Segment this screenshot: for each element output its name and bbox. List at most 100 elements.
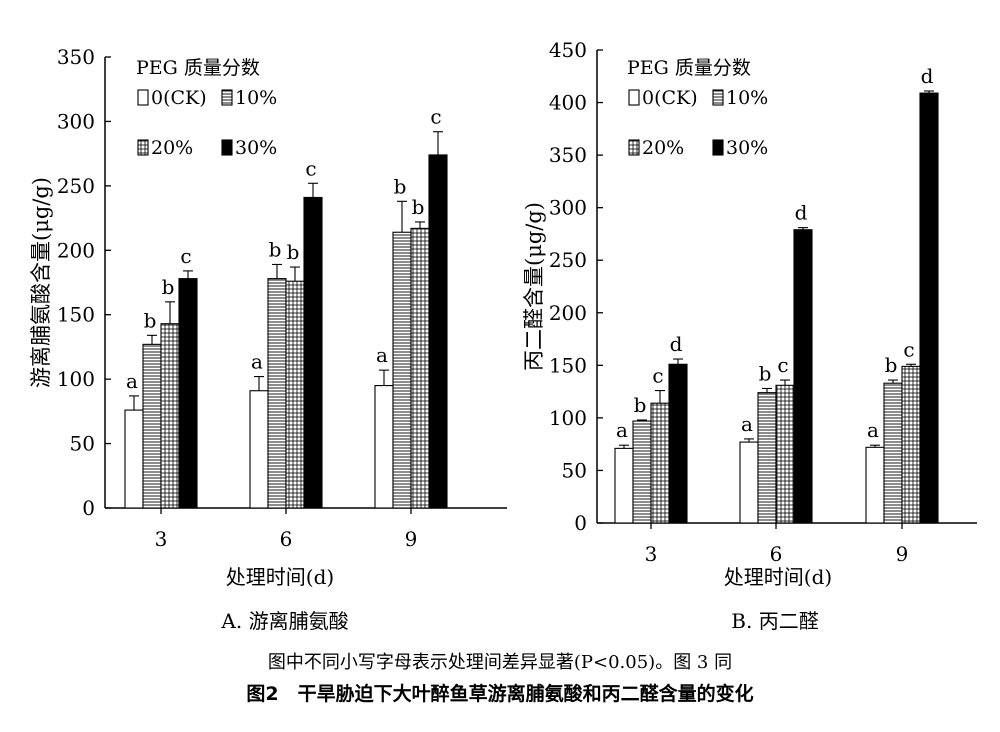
- panel-b-legend-swatch: [628, 89, 640, 106]
- panel-a-bar: [267, 278, 287, 509]
- panel-b-bar: [632, 420, 652, 524]
- panel-a-bar: [410, 227, 430, 509]
- figure-note: 图中不同小写字母表示处理间差异显著(P<0.05)。图 3 同: [267, 652, 733, 673]
- panel-a-x-tick-label: 6: [280, 527, 293, 551]
- panel-b-x-tick-label: 9: [896, 542, 909, 566]
- panel-b-legend-label: 0(CK): [642, 87, 698, 109]
- panel-a-legend-swatch: [137, 139, 149, 156]
- panel-b-legend-swatch: [712, 89, 724, 106]
- panel-a-y-tick-label: 350: [57, 45, 95, 69]
- panel-a-legend-swatch: [221, 89, 233, 106]
- panel-b-legend-label: 20%: [642, 137, 684, 159]
- panel-b-x-axis-label: 处理时间(d): [724, 565, 832, 589]
- panel-b-significance-letter: d: [670, 332, 683, 356]
- panel-b-y-tick-label: 50: [562, 458, 587, 482]
- panel-a-significance-letter: b: [412, 195, 425, 219]
- figure-title: 图2 干旱胁迫下大叶醉鱼草游离脯氨酸和丙二醛含量的变化: [246, 683, 754, 705]
- panel-a-x-tick-label: 3: [155, 527, 168, 551]
- panel-b-bar: [739, 441, 759, 524]
- panel-a-x-axis-label: 处理时间(d): [226, 565, 334, 589]
- panel-b-significance-letter: d: [921, 64, 934, 88]
- panel-a-significance-letter: c: [430, 105, 441, 129]
- panel-b-significance-letter: b: [759, 361, 772, 385]
- panel-a-legend-swatch: [221, 139, 233, 156]
- panel-b-y-tick-label: 350: [549, 143, 587, 167]
- panel-a-y-axis-label: 游离脯氨酸含量(μg/g): [29, 177, 53, 388]
- panel-b-y-tick-label: 100: [549, 406, 587, 430]
- panel-a-significance-letter: b: [162, 275, 175, 299]
- panel-a-significance-letter: b: [269, 237, 282, 261]
- panel-a-legend-swatch: [137, 89, 149, 106]
- panel-a-bar: [178, 278, 198, 509]
- panel-a-significance-letter: a: [251, 350, 263, 374]
- panel-a-significance-letter: b: [394, 174, 407, 198]
- panel-a-bar: [160, 323, 180, 509]
- panel-b-significance-letter: c: [652, 364, 663, 388]
- panel-a-significance-letter: c: [180, 244, 191, 268]
- panel-b-bar: [883, 382, 903, 524]
- panel-b-x-tick-label: 6: [770, 542, 783, 566]
- panel-a-legend-title: PEG 质量分数: [136, 57, 260, 79]
- panel-a-significance-letter: b: [287, 240, 300, 264]
- panel-a-y-tick-label: 200: [57, 238, 95, 262]
- panel-a-bar: [428, 154, 448, 509]
- panel-a-bar: [374, 385, 394, 509]
- panel-b-legend-title: PEG 质量分数: [627, 57, 751, 79]
- panel-b-y-tick-label: 450: [549, 38, 587, 62]
- panel-a-significance-letter: a: [376, 343, 388, 367]
- panel-b-significance-letter: c: [903, 337, 914, 361]
- panel-a-significance-letter: a: [126, 369, 138, 393]
- panel-a-legend-label: 30%: [235, 137, 277, 159]
- panel-b-legend-label: 10%: [726, 87, 768, 109]
- panel-b-y-tick-label: 0: [574, 511, 587, 535]
- panel-a-y-tick-label: 250: [57, 174, 95, 198]
- panel-a-bar: [142, 343, 162, 509]
- panel-a-legend-label: 0(CK): [151, 87, 207, 109]
- panel-b-bar: [901, 365, 921, 524]
- panel-a-caption: A. 游离脯氨酸: [220, 609, 348, 633]
- panel-b-y-tick-label: 300: [549, 196, 587, 220]
- panel-b-legend-swatch: [628, 139, 640, 156]
- panel-a-bar: [285, 280, 305, 509]
- panel-a-bar: [249, 390, 269, 509]
- panel-b-significance-letter: b: [634, 393, 647, 417]
- panel-b-y-tick-label: 250: [549, 248, 587, 272]
- panel-b-bar: [668, 363, 688, 524]
- panel-b-y-tick-label: 400: [549, 91, 587, 115]
- panel-b-bar: [919, 92, 939, 524]
- panel-b-y-tick-label: 200: [549, 301, 587, 325]
- panel-b-significance-letter: c: [777, 353, 788, 377]
- panel-b-caption: B. 丙二醛: [731, 609, 818, 633]
- panel-a-y-tick-label: 100: [57, 367, 95, 391]
- panel-b-legend-swatch: [712, 139, 724, 156]
- panel-b-y-axis-label: 丙二醛含量(μg/g): [522, 202, 546, 371]
- panel-b-bar: [775, 384, 795, 524]
- panel-a-legend-label: 10%: [235, 87, 277, 109]
- panel-a-significance-letter: c: [305, 156, 316, 180]
- panel-b-bar: [793, 229, 813, 524]
- panel-b-significance-letter: d: [795, 201, 808, 225]
- panel-a-x-tick-label: 9: [405, 527, 418, 551]
- panel-b-significance-letter: a: [616, 418, 628, 442]
- panel-a-bar: [124, 409, 144, 509]
- panel-a-y-tick-label: 150: [57, 303, 95, 327]
- panel-b-legend-label: 30%: [726, 137, 768, 159]
- panel-a-bar: [303, 196, 323, 509]
- panel-b-significance-letter: a: [867, 418, 879, 442]
- panel-b-x-tick-label: 3: [645, 542, 658, 566]
- panel-b-bar: [650, 402, 670, 524]
- panel-a-bar: [392, 231, 412, 509]
- panel-b-bar: [614, 447, 634, 524]
- panel-b-significance-letter: b: [885, 353, 898, 377]
- panel-a-y-tick-label: 50: [70, 432, 95, 456]
- panel-b-y-tick-label: 150: [549, 353, 587, 377]
- panel-a-legend-label: 20%: [151, 137, 193, 159]
- panel-a-y-tick-label: 0: [82, 496, 95, 520]
- panel-b-bar: [757, 392, 777, 524]
- panel-a-significance-letter: b: [144, 308, 157, 332]
- panel-b-significance-letter: a: [741, 412, 753, 436]
- panel-b-bar: [865, 446, 885, 524]
